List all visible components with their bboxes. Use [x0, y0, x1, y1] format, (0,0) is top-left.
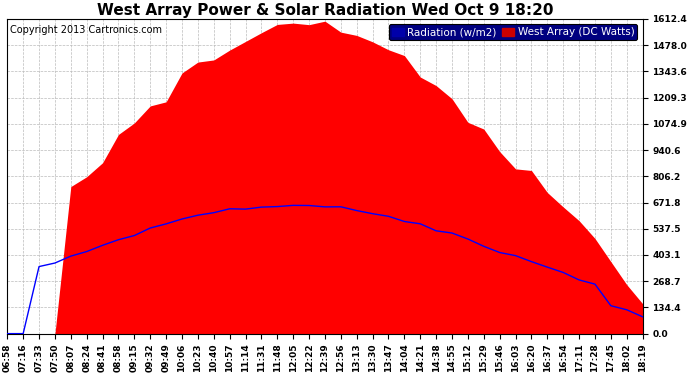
Legend: Radiation (w/m2), West Array (DC Watts): Radiation (w/m2), West Array (DC Watts) [388, 24, 638, 40]
Title: West Array Power & Solar Radiation Wed Oct 9 18:20: West Array Power & Solar Radiation Wed O… [97, 3, 553, 18]
Text: Copyright 2013 Cartronics.com: Copyright 2013 Cartronics.com [10, 25, 162, 35]
